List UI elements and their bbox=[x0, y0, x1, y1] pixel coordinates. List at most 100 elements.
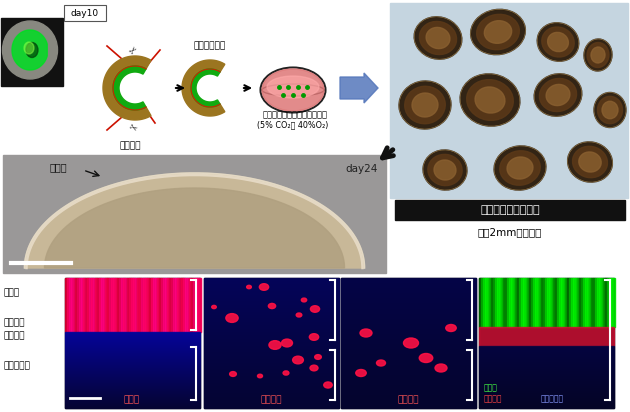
Bar bbox=[204, 359, 339, 360]
Ellipse shape bbox=[360, 329, 372, 337]
Text: 視細胞: 視細胞 bbox=[3, 288, 19, 297]
Bar bbox=[603, 278, 605, 327]
Bar bbox=[539, 278, 541, 327]
Bar bbox=[481, 278, 483, 327]
Bar bbox=[97, 278, 99, 332]
Bar bbox=[143, 278, 145, 332]
Bar bbox=[503, 278, 505, 327]
Bar bbox=[507, 278, 509, 327]
Polygon shape bbox=[103, 56, 151, 120]
Bar bbox=[65, 370, 200, 371]
Bar bbox=[341, 389, 476, 390]
Ellipse shape bbox=[419, 353, 433, 363]
Ellipse shape bbox=[584, 39, 612, 71]
Bar bbox=[204, 391, 339, 392]
Bar bbox=[204, 378, 339, 379]
Bar bbox=[479, 402, 614, 403]
Bar bbox=[341, 331, 476, 332]
Bar bbox=[541, 278, 543, 327]
Polygon shape bbox=[113, 66, 146, 110]
Bar bbox=[493, 278, 495, 327]
Bar bbox=[341, 353, 476, 354]
Bar bbox=[341, 354, 476, 355]
Bar bbox=[553, 278, 555, 327]
Bar bbox=[529, 278, 531, 327]
Bar bbox=[204, 371, 339, 372]
Ellipse shape bbox=[412, 93, 438, 117]
Bar bbox=[204, 346, 339, 347]
Bar bbox=[479, 398, 614, 399]
Bar bbox=[204, 295, 339, 296]
Bar bbox=[177, 278, 179, 332]
Bar bbox=[129, 278, 131, 332]
Bar bbox=[65, 407, 200, 408]
Bar bbox=[204, 387, 339, 388]
Bar bbox=[341, 281, 476, 282]
Bar bbox=[204, 377, 339, 378]
Bar bbox=[181, 278, 183, 332]
Bar bbox=[547, 278, 549, 327]
Bar bbox=[204, 278, 339, 279]
Bar bbox=[341, 299, 476, 300]
Bar bbox=[479, 348, 614, 349]
Bar bbox=[204, 290, 339, 291]
Ellipse shape bbox=[301, 298, 307, 302]
Bar bbox=[204, 349, 339, 350]
Bar bbox=[204, 314, 339, 315]
Bar bbox=[341, 362, 476, 363]
Bar bbox=[65, 356, 200, 357]
Ellipse shape bbox=[467, 80, 513, 120]
Ellipse shape bbox=[460, 74, 520, 126]
Bar bbox=[565, 278, 567, 327]
Bar bbox=[65, 385, 200, 386]
Bar bbox=[131, 278, 133, 332]
Text: 双極細胞: 双極細胞 bbox=[3, 332, 25, 340]
Bar bbox=[479, 397, 614, 398]
Bar bbox=[204, 368, 339, 369]
Bar bbox=[204, 280, 339, 281]
Bar bbox=[204, 394, 339, 395]
Bar bbox=[204, 396, 339, 397]
Bar bbox=[479, 361, 614, 362]
Bar bbox=[341, 285, 476, 286]
Bar bbox=[87, 278, 89, 332]
Bar bbox=[65, 354, 200, 355]
Bar bbox=[341, 334, 476, 335]
Bar bbox=[341, 396, 476, 397]
Bar bbox=[65, 371, 200, 372]
Bar bbox=[527, 278, 529, 327]
Bar bbox=[95, 278, 97, 332]
Bar bbox=[479, 396, 614, 397]
Bar bbox=[533, 278, 535, 327]
Bar bbox=[341, 346, 476, 347]
Bar bbox=[65, 337, 200, 338]
Bar bbox=[341, 340, 476, 341]
Bar bbox=[204, 333, 339, 334]
Bar bbox=[613, 278, 615, 327]
Bar bbox=[204, 336, 339, 337]
Bar bbox=[65, 401, 200, 402]
Bar bbox=[204, 335, 339, 336]
Bar bbox=[204, 361, 339, 362]
Bar bbox=[479, 355, 614, 356]
Bar bbox=[204, 317, 339, 318]
Ellipse shape bbox=[537, 23, 579, 61]
Bar bbox=[65, 349, 200, 350]
Bar bbox=[65, 406, 200, 407]
Bar bbox=[563, 278, 565, 327]
Text: day10: day10 bbox=[71, 9, 99, 18]
Bar bbox=[341, 301, 476, 302]
Bar bbox=[204, 362, 339, 363]
Bar bbox=[129, 278, 131, 332]
Bar bbox=[341, 405, 476, 406]
Ellipse shape bbox=[494, 146, 546, 190]
Bar bbox=[115, 278, 117, 332]
Bar bbox=[204, 331, 339, 332]
Bar bbox=[601, 278, 603, 327]
Bar bbox=[545, 278, 547, 327]
Bar bbox=[491, 278, 493, 327]
Bar bbox=[67, 278, 69, 332]
Bar bbox=[341, 338, 476, 339]
Bar bbox=[101, 278, 103, 332]
Bar bbox=[341, 399, 476, 400]
